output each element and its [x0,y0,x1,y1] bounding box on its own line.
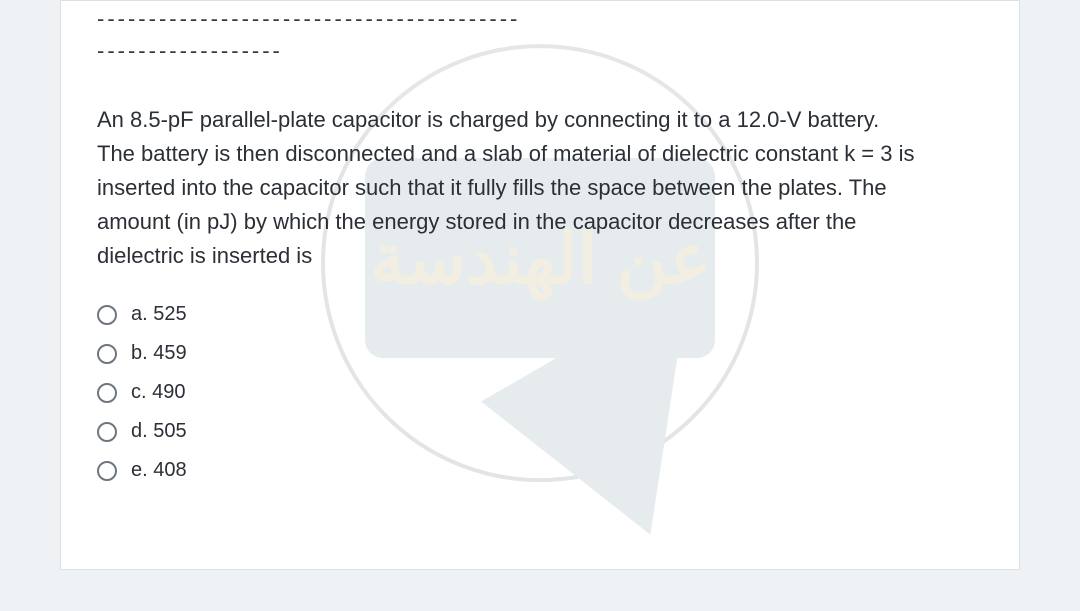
placeholder-dashes-line1: ----------------------------------------… [97,5,983,33]
option-c[interactable]: c. 490 [97,381,983,404]
options-list: a. 525 b. 459 c. 490 d. 505 e. 408 [97,303,983,482]
radio-icon[interactable] [97,305,117,325]
radio-icon[interactable] [97,422,117,442]
question-text: An 8.5-pF parallel-plate capacitor is ch… [97,103,917,273]
option-label: d. 505 [131,420,187,443]
placeholder-dashes-line2: ------------------ [97,37,983,65]
option-label: c. 490 [131,381,185,404]
option-label: e. 408 [131,459,187,482]
question-card: عن الهندسة -----------------------------… [60,0,1020,570]
radio-icon[interactable] [97,461,117,481]
option-label: a. 525 [131,303,187,326]
option-d[interactable]: d. 505 [97,420,983,443]
card-content: ----------------------------------------… [97,5,983,482]
option-label: b. 459 [131,342,187,365]
option-b[interactable]: b. 459 [97,342,983,365]
option-e[interactable]: e. 408 [97,459,983,482]
radio-icon[interactable] [97,383,117,403]
radio-icon[interactable] [97,344,117,364]
option-a[interactable]: a. 525 [97,303,983,326]
